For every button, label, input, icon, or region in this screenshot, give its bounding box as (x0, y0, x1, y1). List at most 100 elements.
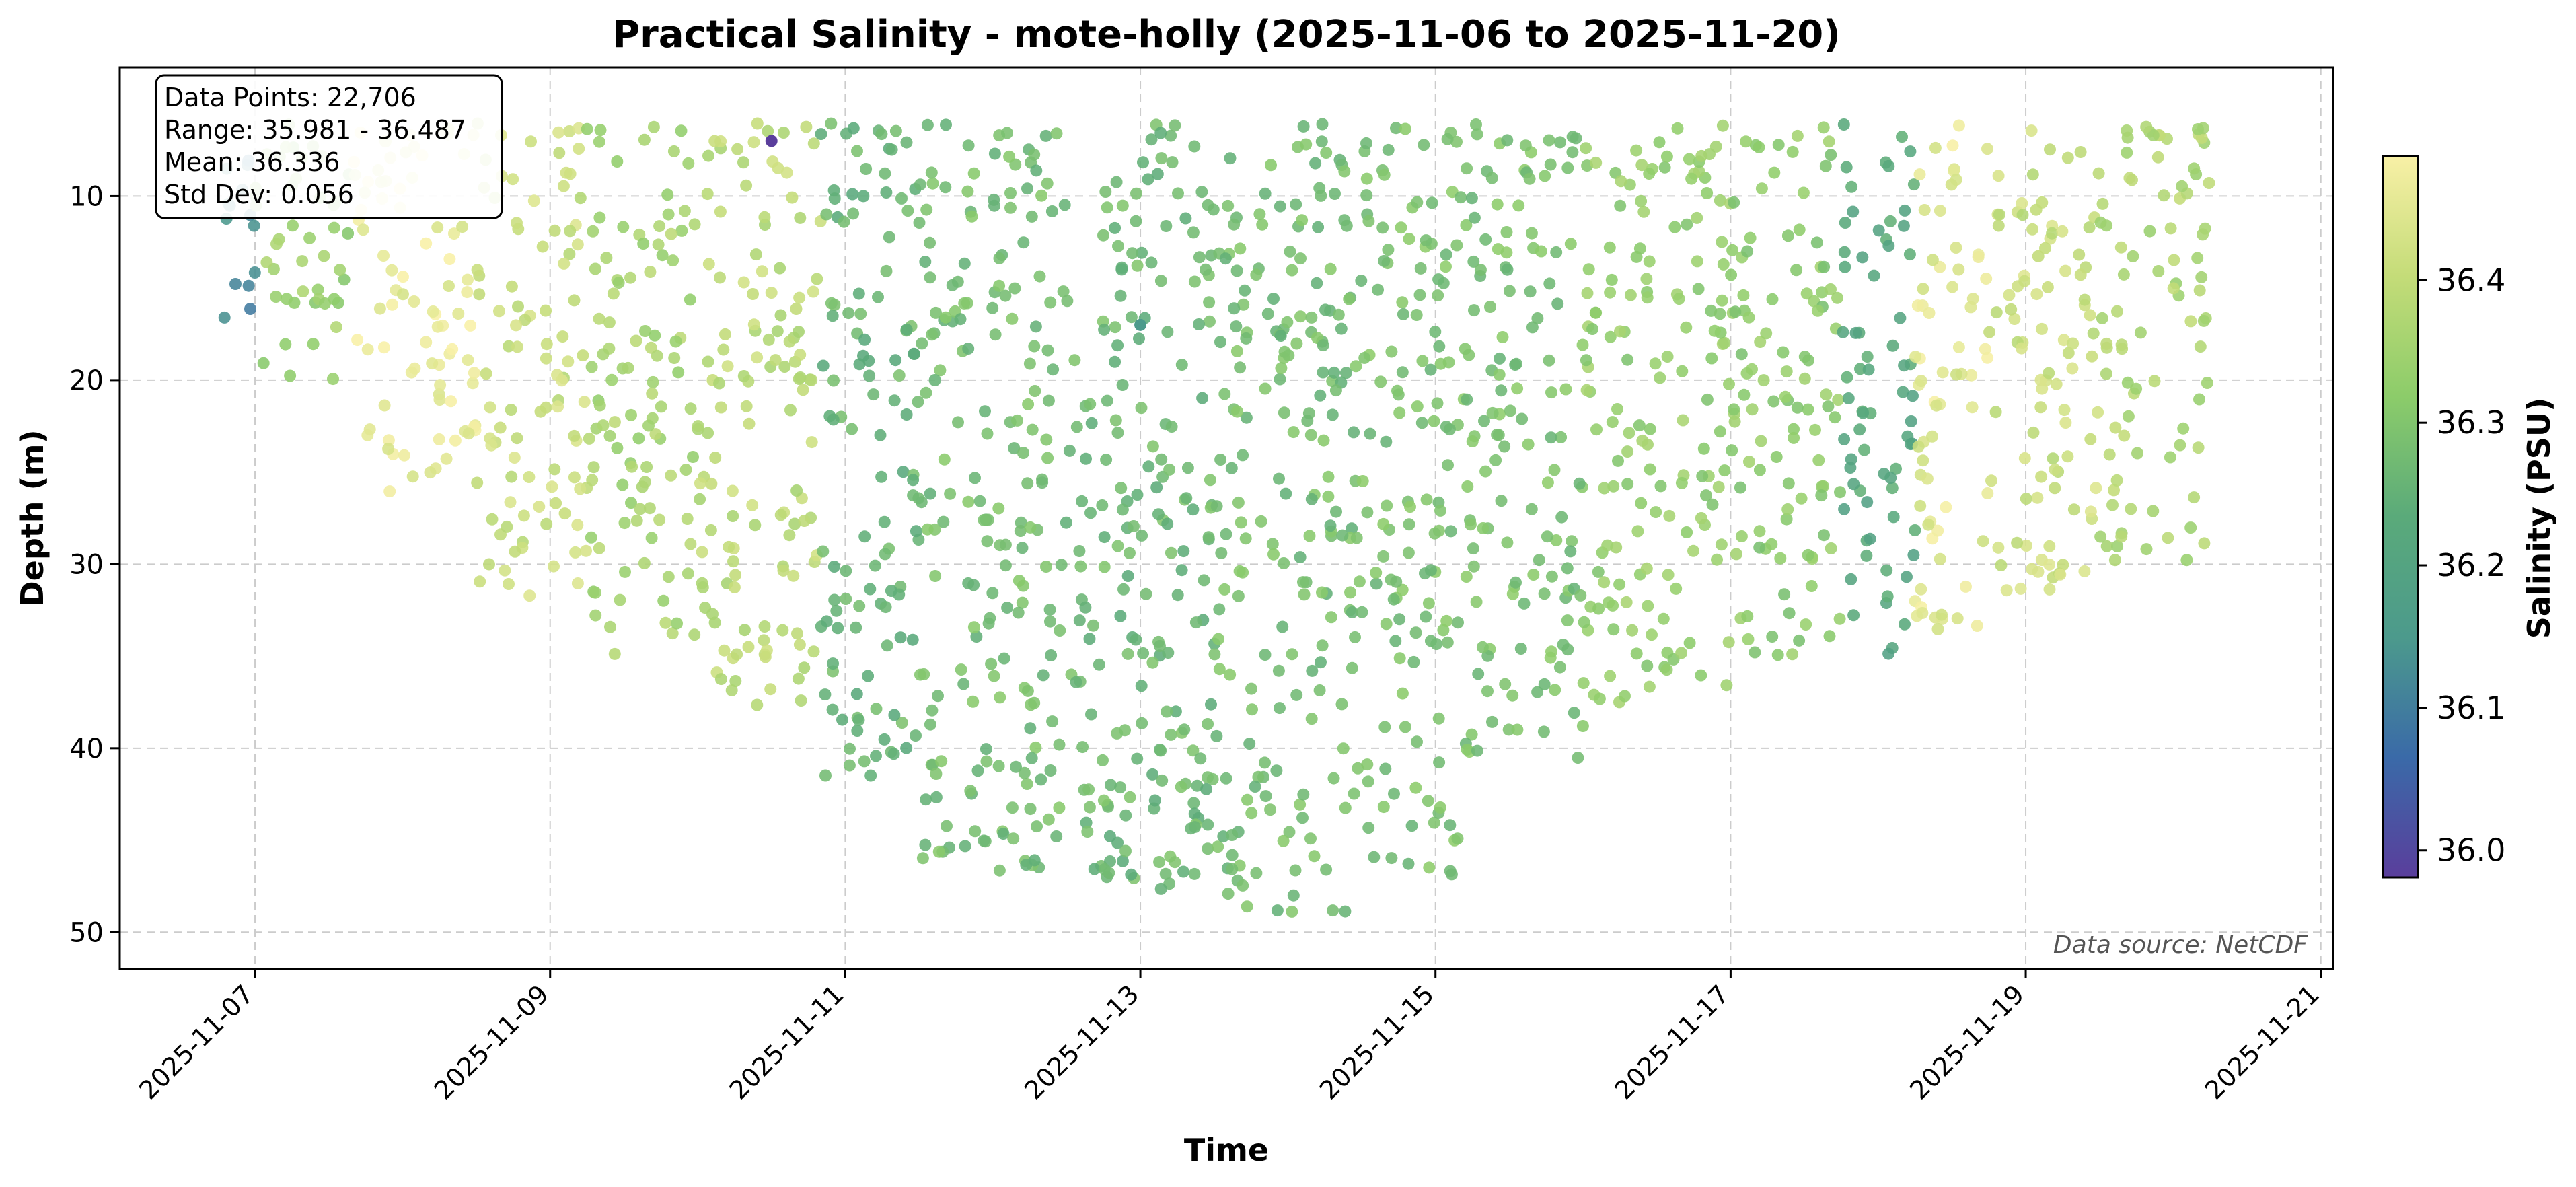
scatter-point (1809, 423, 1821, 436)
scatter-point (1210, 729, 1223, 742)
scatter-point (907, 489, 920, 502)
scatter-point (2043, 583, 2056, 596)
scatter-point (1226, 863, 1239, 875)
scatter-point (1399, 122, 1411, 135)
scatter-point (2059, 417, 2072, 429)
scatter-point (1177, 545, 1190, 558)
scatter-point (1470, 596, 1483, 608)
scatter-point (1117, 583, 1130, 596)
scatter-point (456, 221, 469, 233)
scatter-point (827, 413, 840, 426)
scatter-point (1992, 170, 2005, 182)
scatter-point (1951, 612, 1964, 625)
scatter-point (571, 577, 584, 589)
scatter-point (625, 408, 637, 421)
scatter-point (851, 725, 864, 737)
scatter-point (758, 634, 770, 647)
scatter-point (811, 273, 823, 285)
scatter-point (920, 793, 932, 806)
scatter-point (1640, 562, 1653, 575)
scatter-point (1025, 752, 1038, 764)
scatter-point (1742, 633, 1755, 645)
scatter-point (642, 419, 655, 432)
scatter-point (749, 248, 762, 261)
scatter-point (1916, 607, 1929, 619)
scatter-point (1111, 427, 1124, 439)
scatter-point (1825, 542, 1837, 554)
scatter-point (1741, 245, 1754, 258)
scatter-point (624, 271, 636, 284)
scatter-point (1230, 345, 1243, 357)
scatter-point (915, 496, 928, 509)
scatter-point (1035, 773, 1047, 786)
scatter-point (1890, 462, 1902, 475)
scatter-point (1887, 511, 1900, 524)
scatter-point (1155, 152, 1168, 165)
scatter-point (1327, 772, 1340, 785)
scatter-point (2067, 337, 2080, 350)
scatter-point (1339, 801, 1352, 814)
scatter-point (1541, 476, 1554, 489)
scatter-point (607, 287, 620, 300)
scatter-point (860, 163, 873, 175)
scatter-point (939, 311, 952, 324)
scatter-point (1786, 145, 1799, 158)
scatter-point (593, 135, 605, 148)
scatter-point (1153, 856, 1166, 868)
scatter-point (1525, 227, 1538, 240)
scatter-point (805, 436, 818, 449)
scatter-point (1312, 221, 1325, 233)
scatter-point (1472, 668, 1485, 680)
scatter-point (568, 294, 581, 307)
scatter-point (378, 399, 391, 412)
scatter-point (1917, 283, 1929, 295)
scatter-point (504, 496, 517, 509)
scatter-point (1130, 215, 1142, 227)
scatter-point (1296, 812, 1309, 824)
scatter-point (1040, 561, 1052, 573)
scatter-point (847, 207, 860, 220)
scatter-point (694, 493, 706, 505)
scatter-point (577, 349, 589, 362)
scatter-point (405, 366, 418, 379)
scatter-point (1237, 449, 1249, 462)
scatter-point (564, 225, 577, 238)
scatter-point (1857, 406, 1870, 419)
scatter-point (1029, 741, 1042, 754)
scatter-point (2018, 452, 2031, 464)
scatter-point (993, 864, 1006, 877)
scatter-point (1778, 588, 1791, 601)
scatter-point (978, 513, 990, 526)
scatter-point (725, 684, 738, 696)
scatter-point (2058, 404, 2071, 417)
scatter-point (1116, 379, 1129, 391)
scatter-point (2168, 254, 2180, 266)
scatter-point (901, 205, 914, 217)
scatter-point (1349, 631, 1361, 643)
scatter-point (780, 166, 793, 179)
scatter-point (1035, 189, 1048, 202)
scatter-point (1415, 417, 1428, 429)
scatter-point (924, 718, 936, 731)
scatter-point (1084, 398, 1097, 410)
scatter-point (1353, 575, 1366, 588)
scatter-point (1160, 220, 1173, 232)
scatter-point (1294, 310, 1307, 323)
scatter-point (512, 300, 524, 313)
scatter-point (1362, 822, 1375, 834)
scatter-point (1831, 291, 1843, 304)
scatter-point (1527, 569, 1540, 581)
scatter-point (797, 384, 809, 396)
scatter-point (1633, 419, 1646, 432)
scatter-point (1191, 779, 1204, 792)
scatter-point (751, 698, 764, 711)
scatter-point (1393, 406, 1406, 419)
scatter-point (1044, 296, 1057, 309)
scatter-point (1734, 481, 1746, 494)
scatter-point (461, 286, 474, 299)
scatter-point (967, 621, 980, 634)
scatter-point (578, 396, 591, 408)
scatter-point (1749, 646, 1761, 659)
scatter-point (878, 733, 891, 746)
scatter-point (1033, 270, 1046, 283)
